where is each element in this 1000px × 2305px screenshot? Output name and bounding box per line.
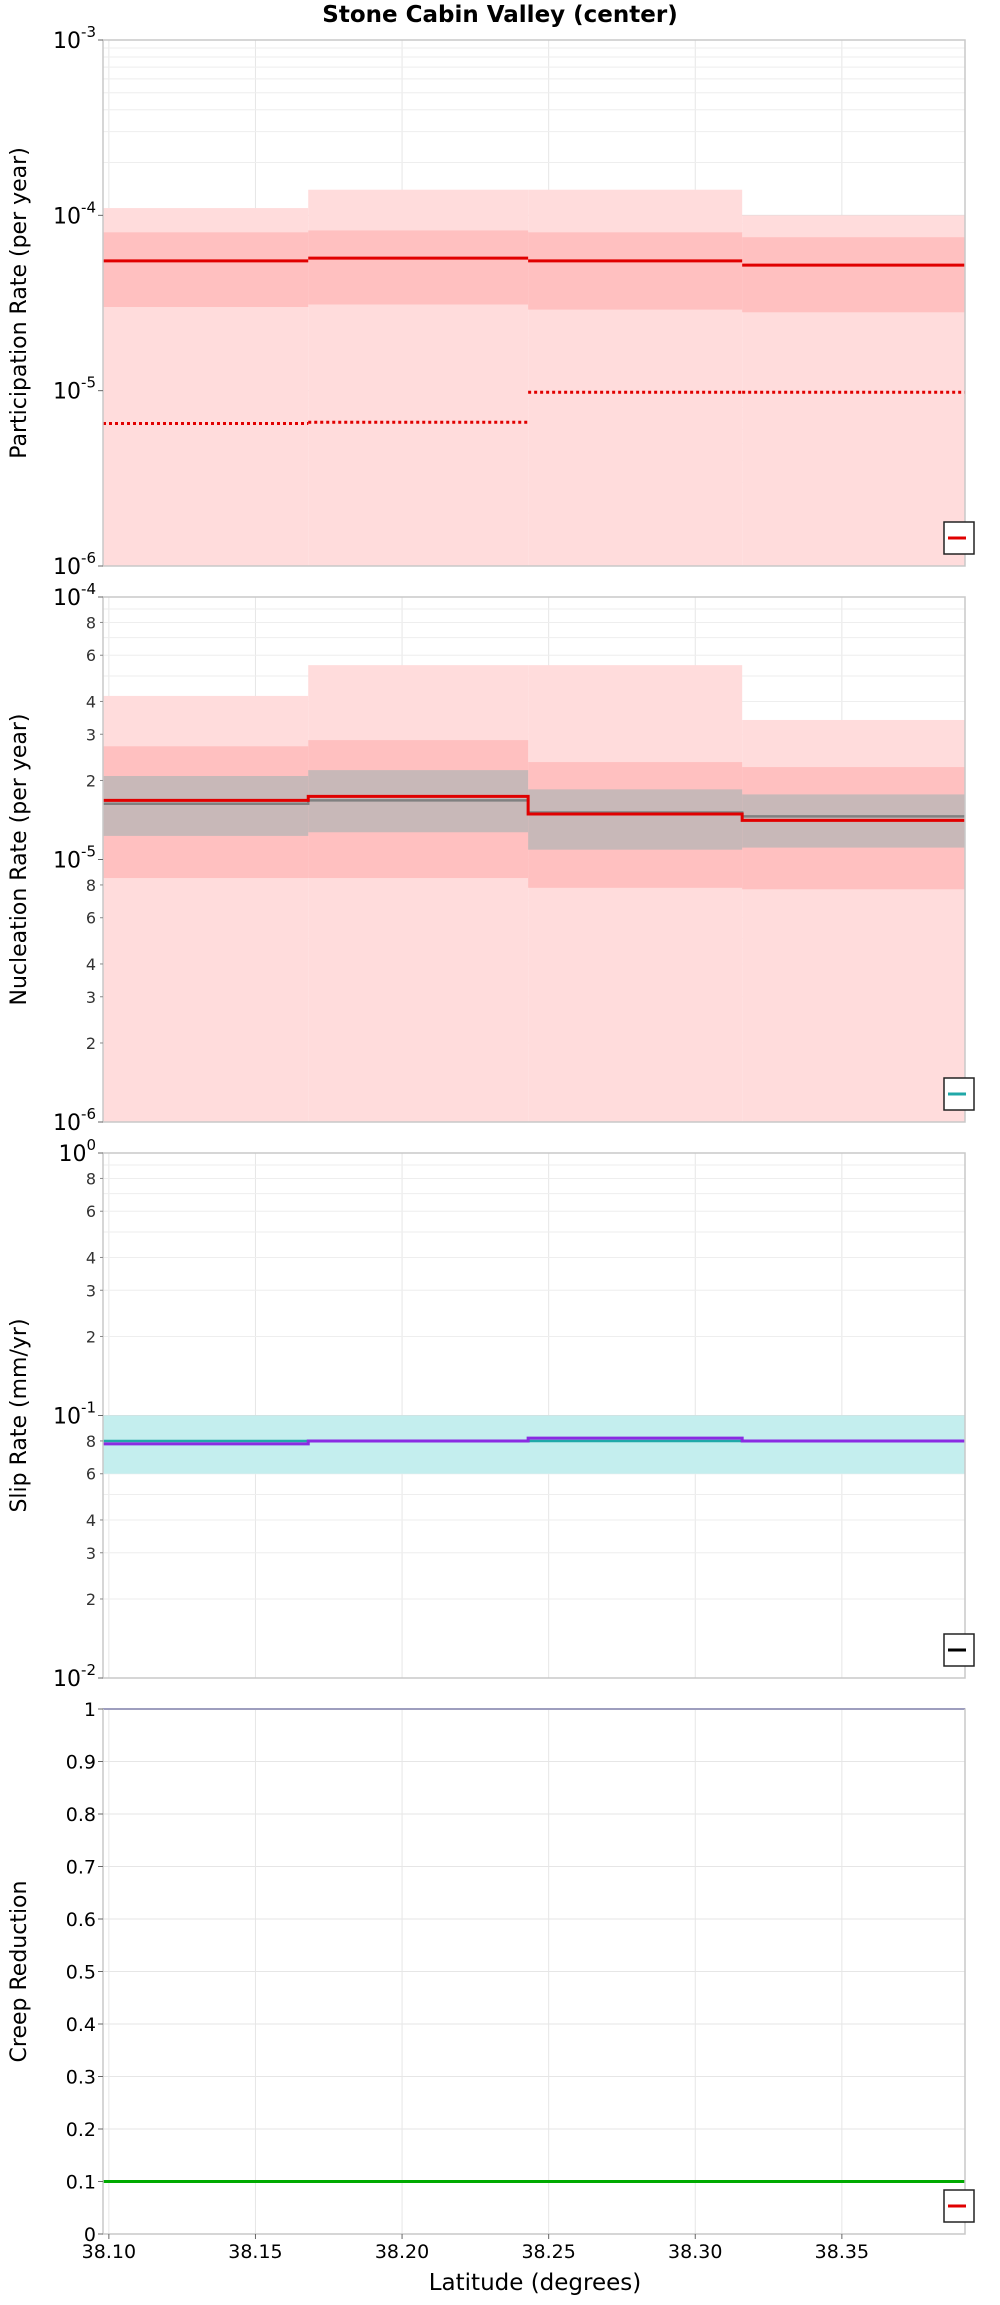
y-minor-tick-label: 3	[86, 988, 96, 1007]
x-tick-label: 38.10	[82, 2241, 136, 2263]
y-tick-label: 10-6	[53, 1105, 96, 1136]
outer-bound-band	[528, 665, 743, 1122]
outer-bound-band	[308, 665, 529, 1122]
slip-rate-solution-line	[103, 1436, 965, 1446]
y-minor-tick-label: 8	[86, 1169, 96, 1188]
y-minor-tick-label: 8	[86, 613, 96, 632]
x-tick-label: 38.15	[228, 2241, 282, 2263]
x-axis-label: Latitude (degrees)	[429, 2270, 642, 2296]
gray-bound-band	[528, 789, 743, 850]
y-minor-tick-label: 8	[86, 1432, 96, 1451]
inner-bound-band	[103, 232, 309, 308]
y-tick-label: 10-4	[53, 198, 96, 229]
y-minor-tick-label: 2	[86, 771, 96, 790]
x-tick-label: 38.30	[668, 2241, 722, 2263]
x-tick-label: 38.20	[375, 2241, 429, 2263]
y-minor-tick-label: 4	[86, 1511, 96, 1530]
y-tick-label: 0	[84, 2224, 96, 2246]
x-tick-label: 38.35	[815, 2241, 869, 2263]
y-tick-label: 0.5	[66, 1962, 96, 1984]
y-tick-label: 10-1	[53, 1399, 96, 1430]
y-tick-label: 0.1	[66, 2172, 96, 2194]
inner-bound-band	[308, 230, 529, 305]
y-tick-label: 0.3	[66, 2067, 96, 2089]
y-axis-label: Participation Rate (per year)	[7, 147, 32, 459]
y-minor-tick-label: 6	[86, 1202, 96, 1221]
y-minor-tick-label: 3	[86, 725, 96, 744]
y-axis-label: Creep Reduction	[7, 1881, 32, 2063]
y-minor-tick-label: 6	[86, 1465, 96, 1484]
inner-bound-band	[528, 232, 743, 310]
y-tick-label: 1	[84, 1699, 96, 1721]
y-minor-tick-label: 6	[86, 646, 96, 665]
nucleation-rate-line	[103, 794, 965, 822]
y-minor-tick-label: 2	[86, 1590, 96, 1609]
y-tick-label: 0.8	[66, 1804, 96, 1826]
y-minor-tick-label: 4	[86, 692, 96, 711]
y-tick-label: 0.6	[66, 1909, 96, 1931]
y-tick-label: 10-5	[53, 843, 96, 874]
inner-bound-band	[742, 237, 965, 313]
y-minor-tick-label: 2	[86, 1327, 96, 1346]
y-tick-label: 100	[58, 1136, 96, 1167]
y-minor-tick-label: 8	[86, 876, 96, 895]
chart-title: Stone Cabin Valley (center)	[322, 2, 677, 28]
y-tick-label: 0.9	[66, 1752, 96, 1774]
y-tick-label: 0.4	[66, 2014, 96, 2036]
y-tick-label: 0.2	[66, 2119, 96, 2141]
y-tick-label: 0.7	[66, 1857, 96, 1879]
y-tick-label: 10-5	[53, 374, 96, 405]
y-tick-label: 10-4	[53, 580, 96, 611]
y-tick-label: 10-6	[53, 549, 96, 580]
y-tick-label: 10-3	[53, 23, 96, 54]
x-tick-label: 38.25	[521, 2241, 575, 2263]
y-minor-tick-label: 6	[86, 909, 96, 928]
y-minor-tick-label: 4	[86, 955, 96, 974]
y-minor-tick-label: 3	[86, 1544, 96, 1563]
y-axis-label: Nucleation Rate (per year)	[7, 714, 32, 1006]
y-minor-tick-label: 2	[86, 1034, 96, 1053]
gray-bound-band	[103, 776, 309, 836]
panel-frame	[102, 39, 966, 567]
y-minor-tick-label: 4	[86, 1248, 96, 1267]
y-minor-tick-label: 3	[86, 1281, 96, 1300]
y-tick-label: 10-2	[53, 1661, 96, 1692]
y-axis-label: Slip Rate (mm/yr)	[7, 1318, 32, 1512]
